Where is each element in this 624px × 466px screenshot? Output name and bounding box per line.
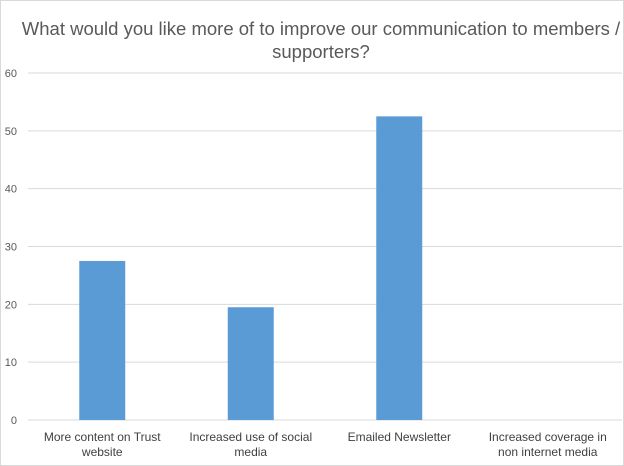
y-tick-label: 40 [5,184,17,196]
y-tick-label: 20 [5,299,17,311]
chart-title: What would you like more of to improve o… [21,18,621,62]
x-category-label: Increased coverage in non internet media [488,430,607,459]
x-category-label: More content on Trust website [43,430,161,459]
y-tick-label: 10 [5,357,17,369]
x-category-label: Emailed Newsletter [347,430,451,444]
y-tick-label: 30 [5,242,17,254]
bar [227,307,274,420]
y-tick-label: 50 [5,126,17,138]
y-tick-label: 60 [5,68,17,80]
bar [79,260,126,420]
bar [376,116,423,420]
x-category-label: Increased use of social media [189,430,313,459]
y-tick-label: 0 [11,415,17,427]
